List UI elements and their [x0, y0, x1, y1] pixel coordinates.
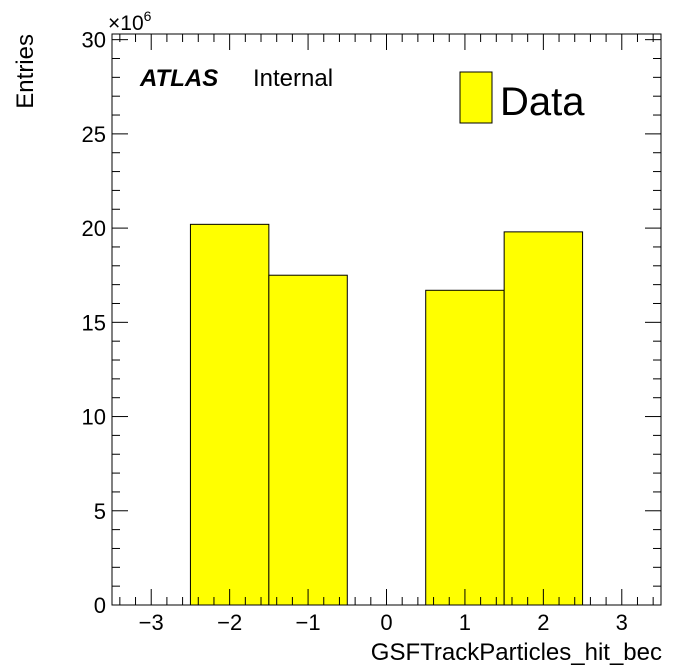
y-tick-label: 5 — [94, 499, 106, 524]
axis-ticks — [112, 34, 661, 606]
histogram-bar-1 — [268, 274, 348, 606]
legend: Data — [459, 71, 585, 124]
x-tick-label: −2 — [217, 610, 242, 635]
legend-swatch — [459, 71, 493, 124]
histogram-bars — [189, 223, 584, 606]
x-tick-label: −3 — [139, 610, 164, 635]
atlas-label: ATLAS — [139, 65, 218, 92]
x-tick-label: 1 — [459, 610, 471, 635]
x-tick-label: 0 — [380, 610, 392, 635]
legend-entry-data: Data — [500, 80, 585, 124]
y-axis-label: Entries — [12, 34, 39, 109]
internal-label: Internal — [253, 65, 333, 92]
y-tick-label: 0 — [94, 593, 106, 618]
x-tick-label: 3 — [616, 610, 628, 635]
y-axis-multiplier: ×106 — [108, 8, 152, 35]
y-tick-label: 30 — [82, 28, 106, 53]
x-axis-label: GSFTrackParticles_hit_bec — [371, 639, 662, 666]
histogram-bar-3 — [425, 289, 505, 606]
y-tick-label: 10 — [82, 405, 106, 430]
y-tick-label: 25 — [82, 122, 106, 147]
x-tick-label: 2 — [537, 610, 549, 635]
y-tick-label: 15 — [82, 310, 106, 335]
histogram-bar-0 — [189, 223, 270, 606]
x-tick-label: −1 — [296, 610, 321, 635]
histogram-bar-4 — [503, 231, 584, 606]
y-tick-label: 20 — [82, 216, 106, 241]
